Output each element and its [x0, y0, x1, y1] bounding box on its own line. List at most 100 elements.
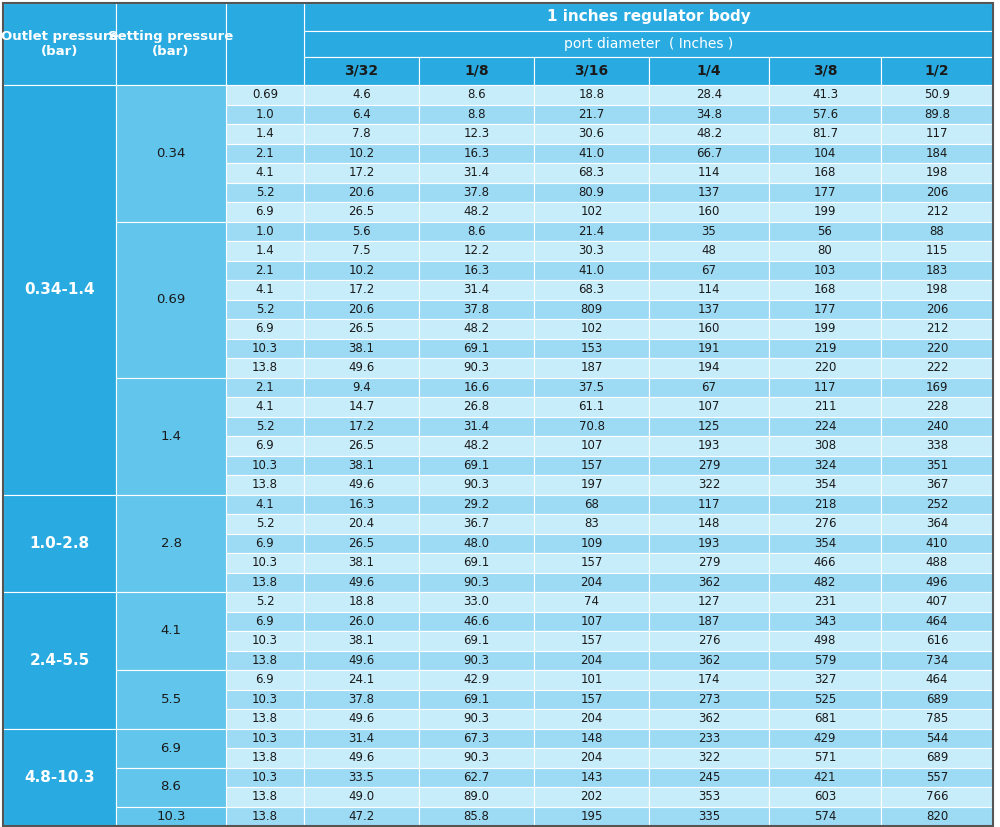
- Bar: [304, 533, 419, 553]
- Text: 335: 335: [698, 810, 720, 823]
- Text: 48: 48: [702, 244, 716, 257]
- Text: 29.2: 29.2: [463, 498, 490, 511]
- Bar: [304, 202, 419, 222]
- Text: 48.0: 48.0: [464, 537, 490, 550]
- Bar: [534, 436, 649, 456]
- Bar: [534, 670, 649, 690]
- Text: 177: 177: [814, 186, 836, 198]
- Bar: [534, 690, 649, 709]
- Text: 49.6: 49.6: [348, 361, 375, 375]
- Bar: [649, 261, 769, 280]
- Bar: [881, 787, 993, 806]
- Text: 90.3: 90.3: [464, 654, 490, 667]
- Bar: [649, 183, 769, 202]
- Bar: [769, 104, 881, 124]
- Bar: [534, 787, 649, 806]
- Text: 10.3: 10.3: [252, 634, 278, 648]
- Bar: [534, 514, 649, 533]
- Text: 49.6: 49.6: [348, 654, 375, 667]
- Bar: [304, 787, 419, 806]
- Bar: [769, 397, 881, 417]
- Text: 276: 276: [698, 634, 720, 648]
- Text: 206: 206: [926, 303, 948, 316]
- Text: 410: 410: [926, 537, 948, 550]
- Bar: [226, 495, 304, 514]
- Text: 10.3: 10.3: [252, 459, 278, 471]
- Text: 204: 204: [580, 576, 603, 589]
- Bar: [649, 358, 769, 377]
- Bar: [419, 553, 534, 572]
- Text: 231: 231: [814, 595, 836, 608]
- Bar: [649, 767, 769, 787]
- Text: 107: 107: [580, 439, 603, 452]
- Bar: [534, 806, 649, 826]
- Bar: [534, 592, 649, 611]
- Bar: [304, 709, 419, 729]
- Bar: [304, 3, 993, 31]
- Bar: [649, 57, 769, 85]
- Text: 616: 616: [926, 634, 948, 648]
- Bar: [304, 748, 419, 767]
- Bar: [649, 202, 769, 222]
- Text: 245: 245: [698, 771, 720, 784]
- Text: 36.7: 36.7: [463, 517, 490, 530]
- Bar: [226, 533, 304, 553]
- Text: 2.4-5.5: 2.4-5.5: [29, 653, 90, 667]
- Text: 0.69: 0.69: [252, 88, 278, 101]
- Bar: [304, 651, 419, 670]
- Bar: [769, 475, 881, 495]
- Text: 8.8: 8.8: [467, 108, 486, 121]
- Text: 1.0: 1.0: [256, 108, 274, 121]
- Text: 194: 194: [698, 361, 720, 375]
- Bar: [649, 475, 769, 495]
- Bar: [649, 397, 769, 417]
- Bar: [534, 456, 649, 475]
- Bar: [534, 572, 649, 592]
- Text: 1/2: 1/2: [925, 64, 949, 78]
- Bar: [226, 183, 304, 202]
- Bar: [769, 729, 881, 748]
- Bar: [419, 592, 534, 611]
- Bar: [881, 124, 993, 144]
- Text: 56: 56: [818, 225, 832, 237]
- Bar: [534, 124, 649, 144]
- Text: 127: 127: [698, 595, 720, 608]
- Text: 766: 766: [926, 791, 948, 803]
- Bar: [881, 319, 993, 338]
- Text: 734: 734: [926, 654, 948, 667]
- Bar: [881, 553, 993, 572]
- Text: 31.4: 31.4: [463, 284, 490, 296]
- Text: 0.34-1.4: 0.34-1.4: [24, 282, 95, 297]
- Bar: [649, 806, 769, 826]
- Text: 1.4: 1.4: [256, 127, 274, 141]
- Bar: [226, 397, 304, 417]
- Bar: [881, 338, 993, 358]
- Text: 18.8: 18.8: [578, 88, 604, 101]
- Bar: [649, 222, 769, 241]
- Bar: [881, 514, 993, 533]
- Text: 38.1: 38.1: [349, 557, 374, 569]
- Bar: [649, 651, 769, 670]
- Text: 125: 125: [698, 420, 720, 433]
- Text: 103: 103: [814, 264, 836, 277]
- Text: 90.3: 90.3: [464, 712, 490, 725]
- Bar: [226, 651, 304, 670]
- Text: 148: 148: [580, 732, 603, 745]
- Bar: [649, 456, 769, 475]
- Text: 16.3: 16.3: [463, 264, 490, 277]
- Bar: [304, 456, 419, 475]
- Text: 26.5: 26.5: [348, 323, 375, 335]
- Bar: [534, 495, 649, 514]
- Text: 324: 324: [814, 459, 836, 471]
- Text: 17.2: 17.2: [348, 166, 375, 179]
- Bar: [769, 377, 881, 397]
- Bar: [534, 651, 649, 670]
- Bar: [881, 475, 993, 495]
- Text: 68: 68: [584, 498, 599, 511]
- Text: 37.8: 37.8: [349, 693, 374, 705]
- Text: 193: 193: [698, 537, 720, 550]
- Bar: [304, 611, 419, 631]
- Bar: [304, 85, 419, 104]
- Text: 26.0: 26.0: [348, 614, 375, 628]
- Text: 204: 204: [580, 712, 603, 725]
